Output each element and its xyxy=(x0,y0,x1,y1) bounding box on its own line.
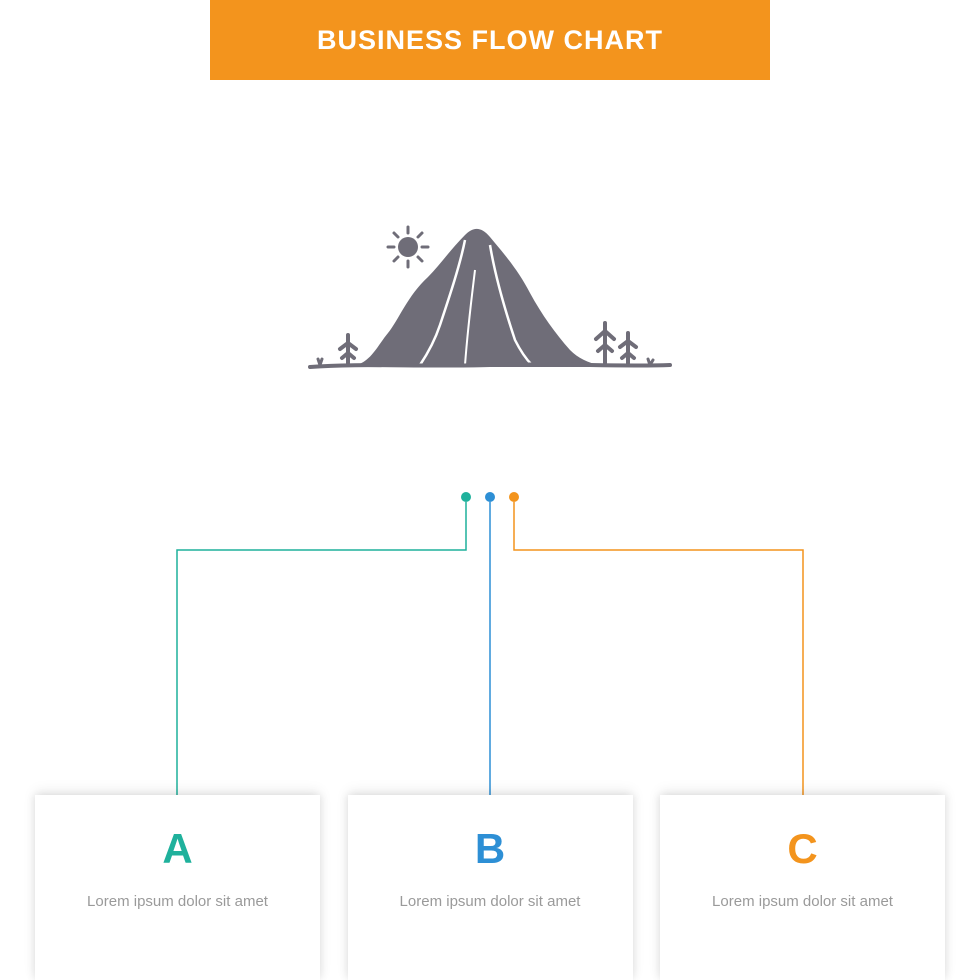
header-title: BUSINESS FLOW CHART xyxy=(317,25,663,56)
card-text-c: Lorem ipsum dolor sit amet xyxy=(684,891,921,913)
card-text-a: Lorem ipsum dolor sit amet xyxy=(59,891,296,913)
connector-dot xyxy=(485,492,495,502)
header-banner: BUSINESS FLOW CHART xyxy=(210,0,770,80)
connector-dot xyxy=(509,492,519,502)
card-b: B Lorem ipsum dolor sit amet xyxy=(348,795,633,980)
mountain-landscape-icon xyxy=(300,215,680,395)
connector-dot xyxy=(461,492,471,502)
cards-row: A Lorem ipsum dolor sit amet B Lorem ips… xyxy=(0,795,980,980)
card-text-b: Lorem ipsum dolor sit amet xyxy=(372,891,609,913)
card-a: A Lorem ipsum dolor sit amet xyxy=(35,795,320,980)
card-letter-b: B xyxy=(475,825,505,873)
card-letter-c: C xyxy=(787,825,817,873)
card-letter-a: A xyxy=(162,825,192,873)
card-c: C Lorem ipsum dolor sit amet xyxy=(660,795,945,980)
